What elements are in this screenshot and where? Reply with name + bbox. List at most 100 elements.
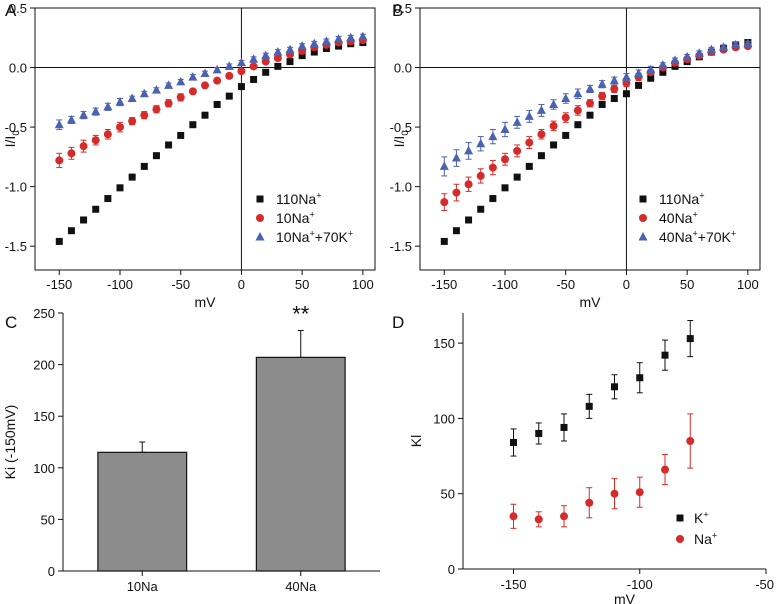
data-point: [225, 92, 233, 100]
y-axis-label: Kl: [408, 435, 424, 447]
data-point: [658, 60, 668, 69]
data-point: [152, 152, 160, 160]
series-square: [440, 39, 752, 245]
data-point: [611, 383, 618, 391]
y-tick-label: 200: [33, 358, 55, 373]
data-point: [585, 498, 594, 507]
data-point: [151, 85, 161, 94]
data-point: [358, 31, 368, 41]
panel-c-ki-bar-chart: C 0 50 100 150 200 250 10Na 40Na ** Ki (-150mV): [2, 302, 380, 594]
data-point: [550, 141, 558, 149]
error-bar: [297, 330, 304, 358]
panel-d-ki-voltage-plot: D -150 -100 -50 0 50 100 150 mV Kl K+ Na+: [392, 313, 774, 604]
series-triangle: [439, 38, 753, 177]
series-square: [55, 39, 367, 245]
data-point: [128, 117, 137, 126]
data-point: [439, 161, 449, 170]
legend-label: 40Na+: [659, 209, 698, 226]
data-point: [189, 121, 197, 129]
y-tick-label: 0.5: [394, 1, 412, 16]
data-point: [80, 216, 88, 224]
data-point: [501, 155, 509, 164]
data-point: [682, 51, 692, 61]
bar: [97, 451, 188, 572]
data-point: [346, 32, 356, 42]
data-point: [201, 111, 209, 119]
data-point: [321, 36, 331, 45]
legend-label: Na+: [694, 530, 717, 547]
data-point: [525, 138, 534, 147]
data-point: [177, 131, 185, 139]
data-point: [440, 237, 448, 245]
category-label: 10Na: [127, 579, 159, 594]
x-axis-label: mV: [614, 591, 636, 604]
data-point: [249, 62, 258, 71]
data-point: [236, 57, 246, 67]
data-point: [213, 76, 222, 85]
data-point: [513, 146, 522, 155]
data-point: [103, 130, 112, 139]
data-point: [249, 54, 259, 63]
y-tick-label: 50: [41, 512, 55, 527]
data-point: [525, 162, 533, 170]
data-point: [55, 156, 64, 165]
x-tick-label: -150: [431, 277, 457, 292]
data-point: [597, 79, 607, 88]
data-point: [537, 130, 546, 139]
data-point: [79, 142, 88, 151]
y-tick-label: -1.0: [5, 180, 27, 195]
x-tick-label: -100: [627, 577, 653, 592]
data-point: [586, 111, 594, 119]
data-point: [686, 335, 694, 343]
data-point: [297, 41, 307, 50]
data-point: [743, 38, 753, 48]
data-point: [586, 99, 594, 108]
y-tick-label: 100: [33, 461, 55, 476]
plot-frame: [419, 7, 761, 271]
data-point: [91, 136, 100, 145]
y-tick-label: 100: [433, 411, 455, 426]
data-point: [103, 101, 113, 111]
data-point: [634, 68, 644, 77]
y-tick-label: 150: [33, 409, 55, 424]
significance-annotation: **: [292, 302, 310, 327]
x-tick-label: 100: [737, 277, 759, 292]
data-point: [54, 119, 64, 129]
data-point: [116, 123, 124, 132]
y-tick-label: 0.0: [394, 61, 412, 76]
legend-marker: [639, 195, 647, 203]
x-tick-label: -150: [500, 577, 526, 592]
data-point: [115, 97, 125, 106]
x-tick-label: 0: [623, 277, 630, 292]
error-bar: [139, 441, 146, 453]
data-point: [686, 437, 695, 445]
panel-b-iv-curves: B -150 -100 -50 0 50 100 0.5 0.0 -0.5 -1.0 -1.5 mV I/…: [390, 1, 761, 310]
data-point: [237, 67, 246, 76]
data-point: [140, 111, 149, 120]
data-point: [609, 75, 619, 85]
data-point: [164, 99, 173, 108]
data-point: [560, 423, 568, 431]
data-point: [562, 131, 570, 139]
x-tick-label: -50: [556, 277, 575, 292]
y-tick-label: -1.5: [5, 239, 27, 254]
data-point: [440, 198, 449, 207]
data-point: [262, 68, 270, 76]
data-point: [139, 88, 149, 98]
data-point: [731, 39, 741, 49]
data-point: [452, 188, 461, 197]
x-tick-label: 50: [680, 277, 694, 292]
data-point: [464, 180, 473, 189]
data-point: [670, 55, 680, 64]
data-point: [261, 50, 271, 60]
y-tick-label: 0.5: [9, 1, 27, 16]
data-point: [489, 195, 497, 203]
data-point: [188, 72, 198, 81]
data-point: [501, 184, 509, 192]
x-tick-label: 50: [295, 277, 309, 292]
data-point: [537, 152, 545, 160]
category-label: 40Na: [285, 579, 317, 594]
data-point: [610, 95, 618, 103]
legend-label: 10Na+: [276, 209, 315, 226]
y-tick-label: -1.5: [390, 239, 412, 254]
